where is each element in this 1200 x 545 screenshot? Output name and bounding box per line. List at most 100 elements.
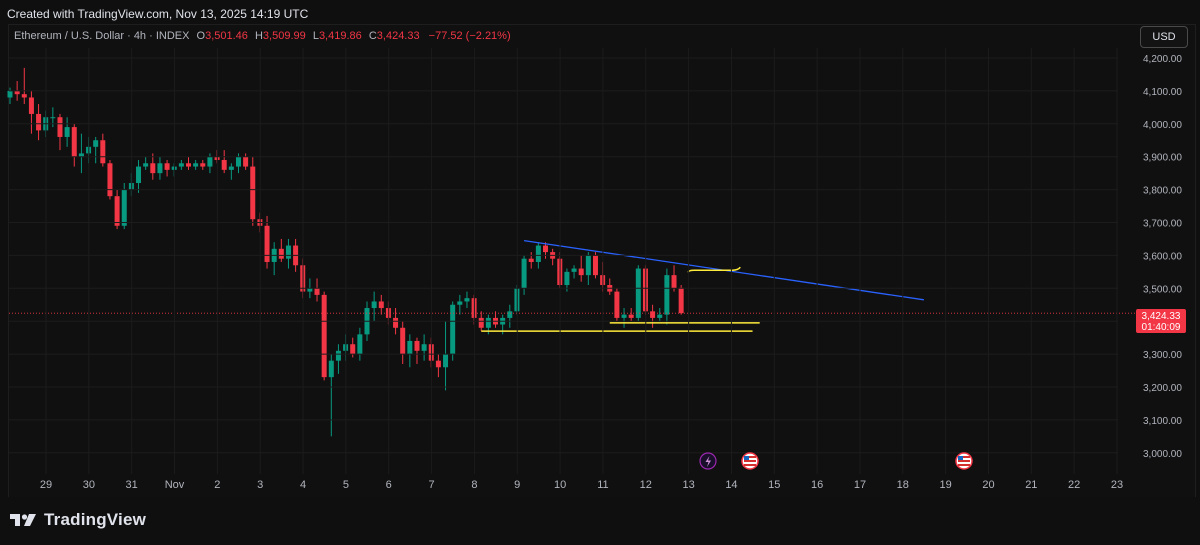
candle-body [164, 163, 170, 170]
candle-body [507, 311, 513, 318]
time-tick-label: 18 [897, 479, 909, 491]
time-tick-label: 23 [1111, 479, 1123, 491]
candle [200, 159, 206, 170]
price-axis[interactable]: 4,200.00 4,100.00 4,000.00 3,900.00 3,800.00… [9, 54, 1182, 460]
candle [621, 308, 627, 328]
candle-body [464, 298, 470, 302]
candle [278, 238, 284, 262]
currency-button[interactable]: USD [1140, 26, 1188, 48]
candle-body [178, 163, 184, 167]
close-label: C [368, 30, 377, 42]
time-tick-label: 14 [725, 479, 737, 491]
candle-body [121, 189, 127, 226]
candle [143, 156, 149, 170]
candle [7, 87, 13, 105]
chart-panel[interactable] [8, 24, 1196, 498]
candle-body [664, 275, 670, 315]
candles-group [7, 67, 684, 437]
time-axis[interactable]: 29 30 31 Nov 2 3 4 5 6 7 8 9 10 11 12 13 14 15 16 17 18 19 20 2… [40, 48, 1123, 491]
time-tick-label: 10 [554, 479, 566, 491]
candle [657, 308, 663, 322]
candle [457, 294, 463, 315]
candle [671, 265, 677, 292]
time-tick-label: 8 [471, 479, 477, 491]
candle-body [592, 255, 598, 276]
candle-body [136, 166, 142, 184]
time-tick-label: 12 [640, 479, 652, 491]
candle [528, 252, 534, 269]
candle-body [57, 117, 63, 137]
candle-body [14, 90, 20, 95]
candle [93, 136, 99, 164]
candlestick-chart[interactable]: 4,200.00 4,100.00 4,000.00 3,900.00 3,800.00… [0, 0, 1200, 500]
candle-body [7, 90, 13, 98]
symbol-label: Ethereum / U.S. Dollar · 4h · INDEX [14, 30, 190, 42]
candle-body [21, 94, 27, 98]
candle-body [28, 97, 34, 114]
candle-body [186, 163, 191, 167]
candle [78, 133, 84, 174]
candle-body [585, 255, 591, 276]
time-tick-label: 19 [940, 479, 952, 491]
price-tick-label: 3,500.00 [1143, 284, 1182, 295]
candle-body [36, 113, 42, 131]
price-tick-label: 3,100.00 [1143, 416, 1182, 427]
candle [407, 334, 413, 368]
candle [435, 354, 441, 378]
candle-body [657, 314, 663, 318]
candle [635, 265, 641, 322]
candle-body [485, 317, 491, 328]
candle [71, 123, 77, 167]
candle-body [150, 163, 156, 174]
close-value: 3,424.33 [376, 30, 420, 42]
candle [243, 153, 249, 170]
candle [193, 159, 199, 170]
time-tick-label: 5 [343, 479, 349, 491]
candle [328, 354, 334, 437]
event-us-flag-icon-2[interactable] [955, 452, 973, 470]
tradingview-logo[interactable]: TradingView [10, 510, 146, 530]
candle-body [228, 166, 234, 170]
candle [464, 291, 470, 309]
price-tag: 3,424.33 01:40:09 [1136, 309, 1186, 333]
candle-body [400, 327, 406, 355]
time-tick-label: 9 [514, 479, 520, 491]
candle [521, 255, 527, 295]
tradingview-logo-icon [10, 514, 36, 526]
time-tick-label: 16 [811, 479, 823, 491]
candle-body [278, 248, 284, 259]
candle-body [321, 294, 327, 378]
price-tick-label: 3,000.00 [1143, 449, 1182, 460]
candle [357, 327, 363, 361]
candle-body [378, 301, 384, 309]
time-tick-label: 30 [83, 479, 95, 491]
price-tag-box [1136, 309, 1186, 333]
candle-body [100, 140, 106, 164]
candle [664, 268, 670, 325]
event-us-flag-icon[interactable] [741, 452, 759, 470]
candle-body [250, 166, 256, 220]
candle [57, 113, 63, 151]
candle [371, 291, 377, 322]
candle-body [357, 334, 363, 355]
candle-body [535, 245, 541, 262]
price-tick-label: 4,000.00 [1143, 120, 1182, 131]
time-tick-label: 11 [597, 479, 608, 491]
time-tick-label: 6 [386, 479, 392, 491]
candle [628, 308, 634, 322]
candle-body [71, 127, 77, 157]
candle [21, 67, 27, 105]
event-lightning-icon[interactable] [699, 452, 717, 470]
candle-body [193, 163, 199, 167]
candle [493, 311, 499, 328]
candle-body [650, 311, 656, 318]
price-tick-label: 3,700.00 [1143, 219, 1182, 230]
candle-body [543, 245, 548, 253]
candle [264, 215, 270, 269]
candle [186, 156, 191, 170]
candle-body [621, 314, 627, 318]
candle [614, 288, 620, 322]
time-tick-label: Nov [165, 479, 185, 491]
time-tick-label: 3 [257, 479, 263, 491]
high-value: 3,509.99 [262, 30, 306, 42]
